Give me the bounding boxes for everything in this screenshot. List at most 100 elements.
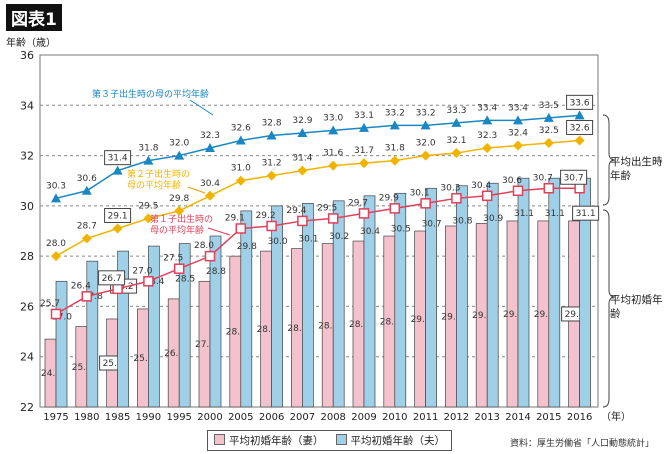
line-3-value: 32.6 (231, 123, 251, 133)
line-series-2 (55, 139, 580, 257)
bar-wife-value: 28.8 (380, 318, 400, 328)
line-3-value: 33.2 (416, 108, 436, 118)
x-tick-label: 2009 (351, 412, 376, 423)
legend-item-wife: 平均初婚年齢（妻） (214, 433, 324, 448)
marker-square (451, 193, 462, 204)
marker-diamond (389, 155, 400, 166)
marker-square (173, 263, 185, 274)
marker-diamond (359, 158, 369, 169)
x-tick-label: 2011 (413, 412, 438, 423)
y-tick-label: 24 (20, 351, 34, 364)
line-3-value: 33.6 (570, 98, 590, 108)
line-3-value: 33.5 (539, 101, 559, 111)
line-3-value: 31.4 (108, 154, 128, 164)
bar-wife-value: 29.4 (534, 310, 554, 320)
marker-diamond (451, 148, 462, 159)
marker-square (204, 250, 216, 262)
legend-swatch-husband (335, 434, 347, 445)
marker-square (143, 276, 154, 287)
marker-diamond (51, 251, 61, 262)
marker-square (481, 190, 493, 202)
line-1-value: 30.4 (471, 181, 491, 191)
line-2-value: 29.8 (169, 194, 189, 204)
marker-square (420, 198, 431, 209)
line-1-value: 30.3 (440, 183, 460, 193)
bar-wife-value: 25.2 (72, 363, 92, 373)
line-1-value: 27.5 (163, 254, 183, 264)
line-2-value: 31.0 (231, 164, 251, 174)
bar-husband (425, 187, 437, 408)
line-1-value: 29.5 (317, 203, 337, 213)
label-marriage-age: 平均初婚年齢 (610, 294, 663, 320)
y-tick-label: 30 (20, 200, 34, 213)
bar-wife-value: 28.3 (287, 324, 307, 334)
line-3-value: 33.0 (323, 113, 343, 123)
legend-label-wife: 平均初婚年齢（妻） (229, 435, 324, 447)
line-3-value: 32.0 (169, 139, 189, 149)
line-3-value: 30.3 (46, 181, 66, 191)
annotation-1: 母の平均年齢 (150, 224, 204, 236)
bar-husband (148, 245, 160, 408)
x-tick-label: 1995 (166, 412, 191, 423)
line-2-value: 31.8 (385, 144, 405, 154)
annotation-leader (189, 99, 214, 116)
line-3-value: 32.3 (200, 131, 220, 141)
bar-wife-value: 26.3 (164, 349, 184, 359)
line-3-value: 33.4 (477, 103, 497, 113)
annotation-3: 第３子出生時の母の平均年齢 (92, 88, 209, 100)
marker-diamond (266, 170, 277, 181)
brace-birth (602, 114, 616, 206)
bar-husband-value-box (572, 205, 600, 221)
annotation-leader (187, 186, 206, 194)
marker-diamond (513, 140, 523, 151)
line-3-value: 33.4 (508, 103, 528, 113)
x-unit-label: （年） (601, 410, 631, 423)
line-2-value-box (566, 119, 594, 135)
marker-triangle (451, 117, 462, 127)
bar-husband-value: 28.8 (206, 267, 226, 277)
bar-husband-value: 30.1 (298, 234, 318, 244)
line-2-value: 28.7 (77, 222, 97, 232)
line-2-value: 32.1 (446, 136, 466, 146)
y-tick-label: 22 (20, 401, 34, 414)
line-3-value: 33.1 (354, 111, 374, 121)
annotation-1: 第１子出生時の (150, 213, 213, 225)
y-tick-label: 32 (20, 150, 34, 163)
bar-husband-value: 31.1 (545, 209, 565, 219)
line-1-value: 29.1 (225, 213, 245, 223)
line-2-value-box (104, 207, 132, 223)
line-3-value: 33.2 (385, 108, 405, 118)
line-1-value: 29.2 (256, 211, 276, 221)
marker-triangle (543, 112, 554, 122)
marker-triangle (482, 115, 493, 125)
line-1-value: 26.7 (102, 274, 122, 284)
bar-husband (117, 250, 129, 408)
marker-triangle (266, 130, 277, 140)
x-tick-label: 2000 (197, 412, 222, 423)
bar-husband (209, 235, 222, 408)
marker-square (81, 291, 93, 302)
x-tick-label: 1975 (43, 412, 68, 423)
y-tick-label: 28 (20, 250, 34, 263)
marker-triangle (359, 122, 369, 132)
marker-square (266, 220, 277, 232)
bar-husband (363, 195, 376, 408)
marker-triangle (143, 155, 154, 165)
line-2-value: 29.1 (108, 211, 128, 221)
bar-wife-value: 28.0 (226, 328, 246, 338)
marker-triangle (112, 165, 123, 175)
line-1-value-box (560, 169, 588, 185)
bar-husband-value: 27.0 (52, 312, 72, 322)
marker-triangle (205, 143, 215, 153)
marker-square (112, 283, 123, 295)
bar-husband-value: 30.7 (422, 219, 442, 229)
marker-triangle (420, 120, 431, 130)
marker-triangle (51, 193, 61, 203)
x-tick-label: 2016 (567, 412, 592, 423)
bar-husband-value: 29.8 (237, 242, 257, 252)
line-1-value: 26.4 (71, 281, 91, 291)
bar-husband-value: 27.8 (83, 292, 103, 302)
x-tick-label: 1985 (105, 412, 130, 423)
